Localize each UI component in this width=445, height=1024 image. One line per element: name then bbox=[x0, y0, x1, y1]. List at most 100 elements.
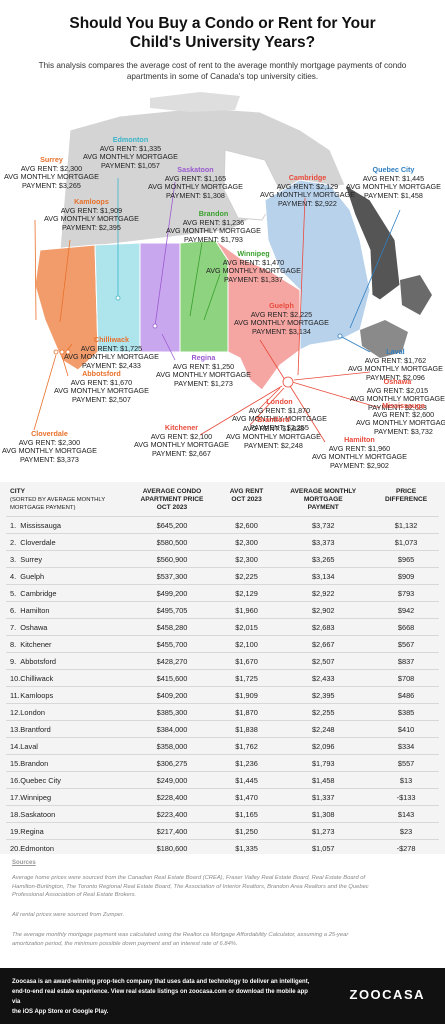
header-city: CITY (SORTED BY AVERAGE MONTHLY MORTGAGE… bbox=[10, 488, 106, 511]
page-title: Should You Buy a Condo or Rent for Your … bbox=[69, 15, 376, 51]
row-mortgage: $3,373 bbox=[273, 533, 374, 551]
row-index: 10. bbox=[6, 669, 21, 687]
row-city: Oshawa bbox=[20, 618, 125, 636]
bc-dot-3 bbox=[65, 349, 71, 355]
table-row: 7. Oshawa $458,280 $2,015 $2,683 $668 bbox=[6, 618, 439, 636]
row-avg-rent: $1,725 bbox=[219, 669, 274, 687]
row-index: 13. bbox=[6, 720, 21, 738]
header-price-difference: PRICE DIFFERENCE bbox=[385, 488, 428, 503]
label-abbotsford: Abbotsford AVG RENT: $1,670 AVG MONTHLY … bbox=[54, 369, 149, 404]
row-index: 16. bbox=[6, 771, 21, 789]
row-city: Surrey bbox=[20, 550, 125, 568]
row-condo-price: $455,700 bbox=[124, 635, 220, 653]
footer-text: Zoocasa is an award-winning prop-tech co… bbox=[12, 979, 310, 1015]
row-avg-rent: $1,236 bbox=[219, 754, 274, 772]
row-mortgage: $3,732 bbox=[273, 516, 374, 534]
label-laval: Laval AVG RENT: $1,762 AVG MONTHLY MORTG… bbox=[348, 347, 443, 382]
row-price-difference: $567 bbox=[373, 635, 439, 653]
row-price-difference: $1,132 bbox=[373, 516, 439, 534]
row-city: Mississauga bbox=[20, 516, 125, 534]
abbotsford-leader bbox=[61, 355, 69, 377]
row-mortgage: $2,667 bbox=[273, 635, 374, 653]
table-row: 1. Mississauga $645,200 $2,600 $3,732 $1,132 bbox=[6, 516, 439, 534]
row-index: 3. bbox=[6, 550, 21, 568]
row-condo-price: $560,900 bbox=[124, 550, 220, 568]
label-surrey: Surrey AVG RENT: $2,300 AVG MONTHLY MORT… bbox=[4, 155, 99, 190]
header-condo-price: AVERAGE CONDO APARTMENT PRICE OCT 2023 bbox=[140, 488, 204, 511]
row-price-difference: $557 bbox=[373, 754, 439, 772]
row-city: Kamloops bbox=[20, 686, 125, 704]
table-row: 19. Regina $217,400 $1,250 $1,273 $23 bbox=[6, 822, 439, 840]
edmonton-dot bbox=[115, 295, 121, 301]
row-price-difference: $965 bbox=[373, 550, 439, 568]
row-avg-rent: $2,300 bbox=[219, 533, 274, 551]
row-avg-rent: $1,470 bbox=[219, 788, 274, 806]
row-mortgage: $2,683 bbox=[273, 618, 374, 636]
sources-rent: All rental prices were sourced from Zump… bbox=[12, 912, 125, 918]
table-row: 6. Hamilton $495,705 $1,960 $2,902 $942 bbox=[6, 601, 439, 619]
laval-leader bbox=[339, 335, 371, 353]
table-row: 10. Chilliwack $415,600 $1,725 $2,433 $708 bbox=[6, 669, 439, 687]
row-condo-price: $537,300 bbox=[124, 567, 220, 585]
row-condo-price: $499,200 bbox=[124, 584, 220, 602]
ontario-region bbox=[214, 239, 301, 391]
table-row: 5. Cambridge $499,200 $2,129 $2,922 $793 bbox=[6, 584, 439, 602]
quebec-city-leader bbox=[349, 209, 401, 329]
zoocasa-logo: ZOOCASA bbox=[349, 987, 425, 1002]
row-index: 17. bbox=[6, 788, 21, 806]
row-avg-rent: $2,015 bbox=[219, 618, 274, 636]
table-row: 2. Cloverdale $580,500 $2,300 $3,373 $1,073 bbox=[6, 533, 439, 551]
table-body: 1. Mississauga $645,200 $2,600 $3,732 $1,132 2… bbox=[6, 516, 439, 857]
row-mortgage: $3,134 bbox=[273, 567, 374, 585]
london-leader bbox=[259, 387, 281, 409]
row-city: Chilliwack bbox=[20, 669, 125, 687]
row-index: 18. bbox=[6, 805, 21, 823]
row-condo-price: $306,275 bbox=[124, 754, 220, 772]
row-price-difference: $942 bbox=[373, 601, 439, 619]
row-condo-price: $409,200 bbox=[124, 686, 220, 704]
kitchener-leader bbox=[199, 385, 283, 436]
row-index: 6. bbox=[6, 601, 21, 619]
row-index: 1. bbox=[6, 516, 21, 534]
row-avg-rent: $1,838 bbox=[219, 720, 274, 738]
label-london: London AVG RENT: $1,870 AVG MONTHLY MORT… bbox=[232, 397, 327, 432]
row-mortgage: $2,248 bbox=[273, 720, 374, 738]
row-city: Cloverdale bbox=[20, 533, 125, 551]
sources-heading: Sources bbox=[12, 860, 36, 866]
row-avg-rent: $2,225 bbox=[219, 567, 274, 585]
row-avg-rent: $2,300 bbox=[219, 550, 274, 568]
label-saskatoon: Saskatoon AVG RENT: $1,165 AVG MONTHLY M… bbox=[148, 165, 243, 200]
row-avg-rent: $2,600 bbox=[219, 516, 274, 534]
row-price-difference: $793 bbox=[373, 584, 439, 602]
label-edmonton: Edmonton AVG RENT: $1,335 AVG MONTHLY MO… bbox=[83, 135, 178, 170]
row-index: 12. bbox=[6, 703, 21, 721]
label-cloverdale: Cloverdale AVG RENT: $2,300 AVG MONTHLY … bbox=[2, 429, 97, 464]
row-city: Saskatoon bbox=[20, 805, 125, 823]
row-city: Brandon bbox=[20, 754, 125, 772]
sources-mortgage: The average monthly mortgage payment was… bbox=[12, 932, 349, 947]
label-winnipeg: Winnipeg AVG RENT: $1,470 AVG MONTHLY MO… bbox=[206, 249, 301, 284]
table-row: 16. Quebec City $249,000 $1,445 $1,458 $13 bbox=[6, 771, 439, 789]
table-row: 3. Surrey $560,900 $2,300 $3,265 $965 bbox=[6, 550, 439, 568]
row-index: 5. bbox=[6, 584, 21, 602]
row-price-difference: $486 bbox=[373, 686, 439, 704]
row-condo-price: $180,600 bbox=[124, 839, 220, 857]
table-row: 9. Abbotsford $428,270 $1,670 $2,507 $837 bbox=[6, 652, 439, 670]
map-illustration bbox=[33, 92, 432, 443]
row-condo-price: $223,400 bbox=[124, 805, 220, 823]
bc-dot-1 bbox=[53, 349, 59, 355]
row-index: 19. bbox=[6, 822, 21, 840]
sources-home-prices: Average home prices were sourced from th… bbox=[12, 875, 369, 898]
row-avg-rent: $1,250 bbox=[219, 822, 274, 840]
row-mortgage: $1,458 bbox=[273, 771, 374, 789]
row-avg-rent: $1,762 bbox=[219, 737, 274, 755]
kamloops-leader bbox=[59, 239, 71, 323]
row-index: 20. bbox=[6, 839, 21, 857]
row-price-difference: $837 bbox=[373, 652, 439, 670]
label-brantford: Brantford AVG RENT: $1,838 AVG MONTHLY M… bbox=[226, 415, 321, 450]
row-mortgage: $3,265 bbox=[273, 550, 374, 568]
row-index: 8. bbox=[6, 635, 21, 653]
row-avg-rent: $1,445 bbox=[219, 771, 274, 789]
row-condo-price: $580,500 bbox=[124, 533, 220, 551]
footer: Zoocasa is an award-winning prop-tech co… bbox=[0, 968, 445, 1024]
